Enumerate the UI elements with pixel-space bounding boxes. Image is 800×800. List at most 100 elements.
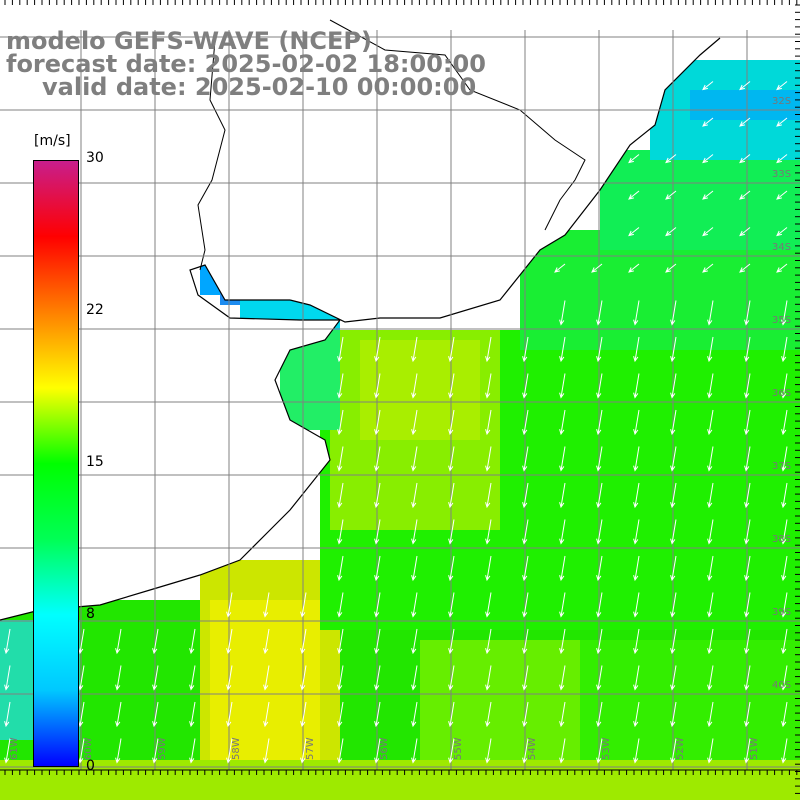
wind-arrow <box>4 665 11 691</box>
wind-arrow <box>337 592 344 618</box>
land-mass <box>740 0 800 30</box>
wind-arrow <box>485 409 492 436</box>
lat-label: 38S <box>772 534 791 545</box>
wind-arrow <box>522 336 529 363</box>
wind-arrow <box>670 336 677 363</box>
wind-arrow <box>707 482 714 509</box>
wind-arrow <box>707 300 714 326</box>
wind-arrow <box>522 446 529 472</box>
wind-arrow <box>337 519 344 545</box>
wind-arrow <box>781 555 788 582</box>
wind-arrow <box>628 154 640 164</box>
wind-arrow <box>152 628 159 655</box>
wind-arrow <box>485 482 492 509</box>
wind-arrow <box>115 738 122 764</box>
wind-arrow <box>263 738 270 764</box>
wind-arrow <box>633 701 640 728</box>
wind-arrow <box>300 738 307 764</box>
wind-arrow <box>707 446 714 472</box>
wind-arrow <box>707 373 714 399</box>
wind-arrow <box>744 628 751 655</box>
wind-arrow <box>522 519 529 545</box>
wind-arrow <box>776 154 788 164</box>
wind-arrow <box>115 701 122 728</box>
wind-arrow <box>226 665 233 691</box>
lon-label: 54W <box>527 737 538 760</box>
wind-arrow <box>670 701 677 728</box>
wind-arrow <box>707 738 714 764</box>
wind-arrow <box>781 592 788 618</box>
wind-arrow <box>559 628 566 655</box>
lon-label: 55W <box>453 737 464 760</box>
wind-arrow <box>670 409 677 436</box>
wind-arrow <box>744 701 751 728</box>
wind-arrow <box>633 592 640 618</box>
wind-arrow <box>596 738 603 764</box>
wind-arrow <box>665 263 677 273</box>
wind-arrow <box>633 373 640 399</box>
wind-arrow <box>263 665 270 691</box>
wind-arrow <box>263 592 270 618</box>
wind-arrow <box>522 665 529 691</box>
lon-label: 53W <box>601 737 612 760</box>
wind-arrow <box>337 482 344 509</box>
wind-arrow <box>559 373 566 399</box>
wind-arrow <box>263 701 270 728</box>
wind-arrow <box>702 154 714 164</box>
wind-arrow <box>665 190 677 200</box>
wind-arrow <box>670 373 677 399</box>
wind-arrow <box>596 446 603 472</box>
wind-arrow <box>744 446 751 472</box>
wind-arrow <box>559 446 566 472</box>
wind-arrow <box>226 701 233 728</box>
wind-arrow <box>263 628 270 655</box>
wind-arrow <box>152 738 159 764</box>
wind-arrow <box>374 409 381 436</box>
wind-arrow <box>633 738 640 764</box>
wind-arrow <box>189 738 196 764</box>
wind-arrow <box>559 701 566 728</box>
wind-arrow <box>411 336 418 363</box>
wind-arrow <box>226 592 233 618</box>
wind-arrow <box>485 373 492 399</box>
wind-arrow <box>559 738 566 764</box>
wind-arrow <box>670 592 677 618</box>
wind-arrow <box>596 555 603 582</box>
wind-arrow <box>448 336 455 363</box>
wind-arrow <box>337 373 344 399</box>
wind-arrow <box>596 336 603 363</box>
wind-arrow <box>522 409 529 436</box>
frame-ticks <box>4 0 800 794</box>
wind-arrow <box>300 592 307 618</box>
wind-arrow <box>596 300 603 326</box>
wind-arrow <box>744 592 751 618</box>
wind-arrow <box>448 482 455 509</box>
valid-date-label: valid date: 2025-02-10 00:00:00 <box>42 73 477 101</box>
wind-arrow <box>522 738 529 764</box>
lon-label: 51W <box>749 737 760 760</box>
wind-arrow <box>4 628 11 655</box>
wind-arrow <box>337 409 344 436</box>
wind-arrow <box>485 519 492 545</box>
wind-arrow <box>485 738 492 764</box>
wind-arrow <box>781 409 788 436</box>
lon-label: 57W <box>305 737 316 760</box>
wind-arrow <box>226 738 233 764</box>
wind-arrow <box>448 738 455 764</box>
lat-label: 32S <box>772 96 791 107</box>
wind-arrow <box>559 592 566 618</box>
lon-label: 59W <box>157 737 168 760</box>
lat-label: 40S <box>772 680 791 691</box>
wind-arrow <box>776 190 788 200</box>
wind-arrow <box>448 446 455 472</box>
field-cell <box>690 90 800 120</box>
wind-arrow <box>739 190 751 200</box>
wind-arrow <box>781 701 788 728</box>
wind-arrow <box>596 519 603 545</box>
lat-label: 35S <box>772 315 791 326</box>
land <box>0 0 800 620</box>
wind-arrow <box>702 227 714 237</box>
wind-arrow <box>374 665 381 691</box>
